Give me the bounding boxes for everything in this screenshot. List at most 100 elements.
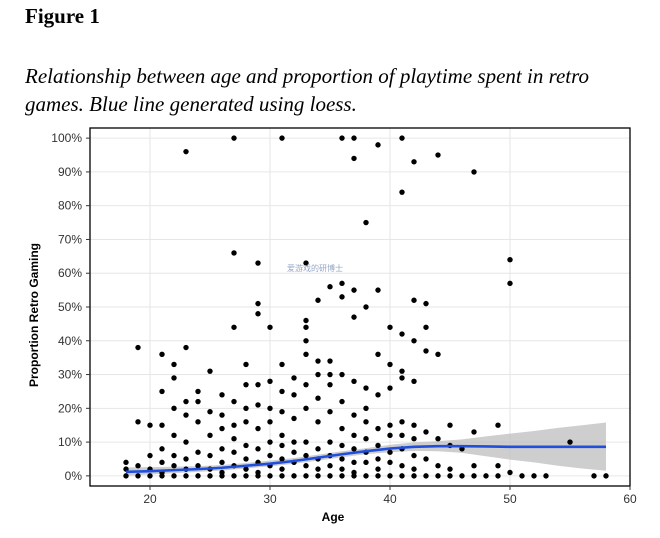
data-point bbox=[339, 442, 345, 449]
data-point bbox=[423, 429, 429, 435]
data-point bbox=[351, 459, 357, 466]
data-point bbox=[291, 473, 297, 479]
data-point bbox=[543, 473, 549, 479]
data-point bbox=[327, 408, 333, 415]
data-point bbox=[339, 280, 345, 287]
data-point bbox=[519, 473, 525, 479]
data-point bbox=[411, 452, 417, 459]
loess-confidence-band bbox=[126, 422, 606, 476]
data-point bbox=[159, 473, 165, 479]
data-point bbox=[387, 473, 393, 479]
data-point bbox=[303, 324, 309, 330]
data-point bbox=[243, 405, 249, 412]
data-point bbox=[327, 473, 333, 479]
x-axis-ticks: 20 30 40 50 60 bbox=[143, 486, 637, 506]
confidence-band bbox=[126, 422, 606, 476]
data-point bbox=[207, 408, 213, 415]
data-point bbox=[363, 304, 369, 310]
data-point bbox=[291, 415, 297, 422]
data-point bbox=[243, 466, 249, 472]
data-point bbox=[303, 351, 309, 357]
data-point bbox=[267, 473, 273, 479]
data-point bbox=[423, 348, 429, 354]
data-point bbox=[399, 463, 405, 469]
data-point bbox=[471, 169, 477, 175]
data-point bbox=[267, 324, 273, 330]
data-point bbox=[195, 398, 201, 405]
data-point bbox=[207, 452, 213, 459]
data-point bbox=[291, 449, 297, 455]
y-tick-label: 40% bbox=[58, 334, 82, 348]
data-point bbox=[291, 439, 297, 445]
figure-label: Figure 1 bbox=[25, 4, 100, 28]
data-point bbox=[363, 473, 369, 479]
data-point bbox=[255, 402, 261, 408]
data-point bbox=[231, 422, 237, 428]
data-point bbox=[123, 459, 129, 466]
data-point bbox=[411, 297, 417, 303]
data-point bbox=[135, 419, 141, 425]
data-point bbox=[279, 361, 285, 368]
data-point bbox=[243, 361, 249, 368]
data-point bbox=[183, 148, 189, 155]
data-point bbox=[327, 463, 333, 469]
data-point bbox=[267, 439, 273, 445]
x-tick-label: 40 bbox=[383, 492, 397, 506]
loess-line-group bbox=[125, 444, 606, 474]
data-point bbox=[375, 351, 381, 357]
data-point bbox=[267, 378, 273, 385]
data-point bbox=[279, 388, 285, 395]
data-point bbox=[231, 250, 237, 256]
data-point bbox=[399, 419, 405, 425]
data-point bbox=[219, 392, 225, 398]
data-point bbox=[315, 395, 321, 401]
data-point bbox=[135, 473, 141, 479]
data-point bbox=[603, 473, 609, 479]
data-point bbox=[375, 473, 381, 479]
data-point bbox=[351, 155, 357, 162]
data-point bbox=[435, 152, 441, 158]
data-point bbox=[303, 338, 309, 344]
data-point bbox=[195, 388, 201, 395]
data-point bbox=[327, 371, 333, 378]
data-point bbox=[171, 361, 177, 368]
data-point bbox=[507, 280, 513, 287]
data-point bbox=[327, 381, 333, 388]
data-point bbox=[471, 429, 477, 435]
data-point bbox=[207, 368, 213, 374]
data-point bbox=[471, 473, 477, 479]
data-point bbox=[351, 412, 357, 418]
data-point bbox=[315, 446, 321, 452]
data-point bbox=[351, 314, 357, 320]
y-tick-label: 60% bbox=[58, 266, 82, 280]
data-point bbox=[375, 142, 381, 148]
data-point bbox=[147, 473, 153, 479]
data-point bbox=[423, 456, 429, 462]
data-point bbox=[351, 473, 357, 479]
data-point bbox=[363, 459, 369, 466]
data-point bbox=[279, 466, 285, 472]
data-point bbox=[387, 361, 393, 368]
data-point bbox=[363, 385, 369, 391]
data-point bbox=[423, 324, 429, 330]
data-point bbox=[423, 473, 429, 479]
x-tick-label: 20 bbox=[143, 492, 157, 506]
data-point bbox=[267, 452, 273, 459]
data-point bbox=[303, 260, 309, 266]
data-point bbox=[387, 422, 393, 428]
data-point bbox=[507, 257, 513, 263]
data-point bbox=[183, 439, 189, 445]
data-point bbox=[135, 463, 141, 469]
data-point bbox=[399, 375, 405, 381]
x-tick-label: 50 bbox=[503, 492, 517, 506]
data-point bbox=[351, 135, 357, 141]
data-point bbox=[399, 368, 405, 374]
data-point bbox=[459, 446, 465, 452]
data-point bbox=[351, 378, 357, 385]
data-point bbox=[483, 473, 489, 479]
data-point bbox=[255, 473, 261, 479]
data-point bbox=[183, 456, 189, 462]
data-point bbox=[399, 331, 405, 337]
data-point bbox=[315, 466, 321, 472]
data-point bbox=[231, 324, 237, 330]
